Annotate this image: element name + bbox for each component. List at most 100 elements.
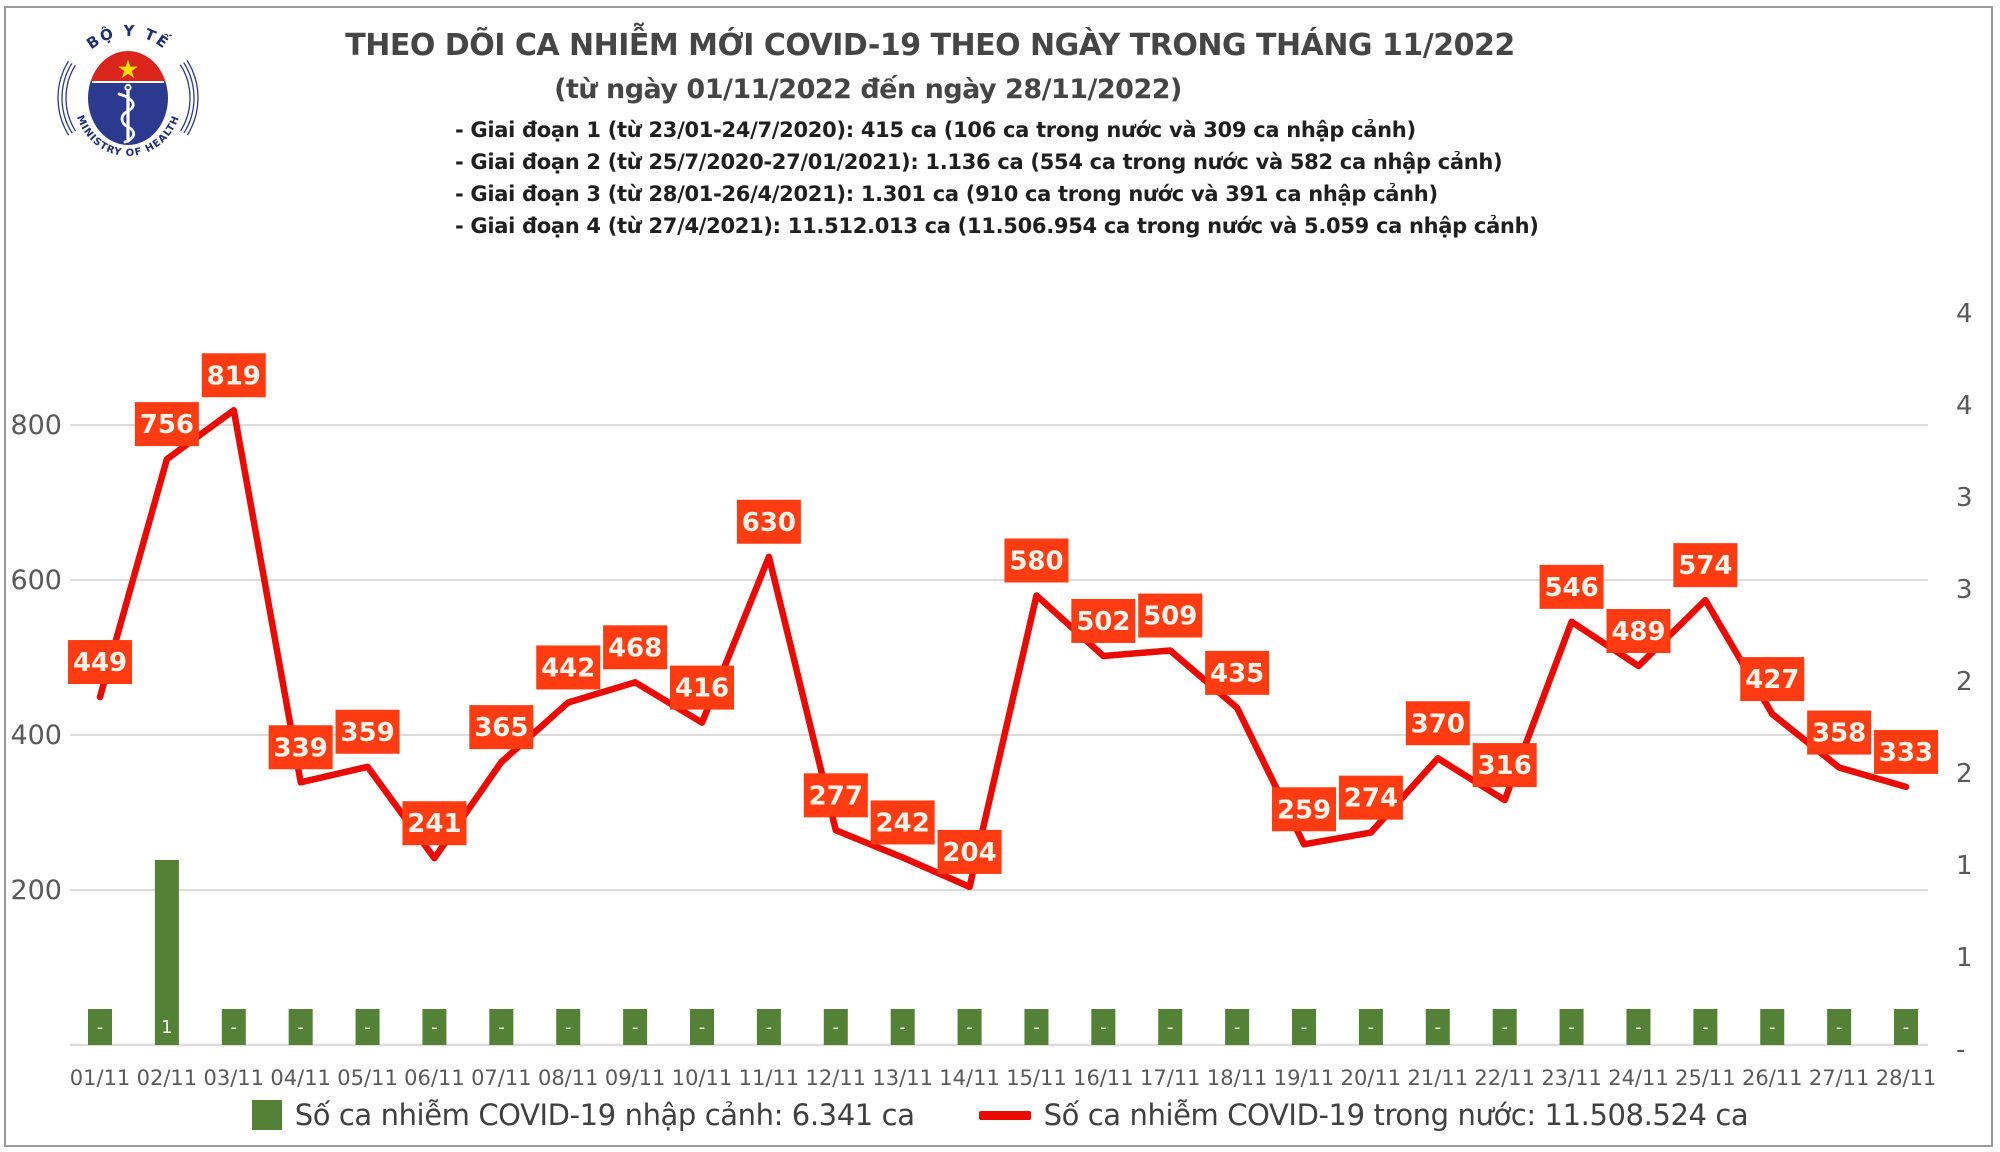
bar-09/11 — [623, 1009, 648, 1045]
data-label-23/11: 546 — [1544, 573, 1598, 603]
data-label-12/11: 277 — [809, 781, 863, 811]
bar-15/11 — [1024, 1009, 1049, 1045]
data-label-box-14/11 — [937, 829, 1002, 874]
data-label-16/11: 502 — [1076, 607, 1130, 637]
data-label-06/11: 241 — [407, 809, 461, 839]
data-label-11/11: 630 — [742, 508, 796, 538]
x-axis-label-19/11: 19/11 — [1274, 1066, 1335, 1090]
data-label-03/11: 819 — [207, 361, 261, 391]
phase-line-4: - Giai đoạn 4 (từ 27/4/2021): 11.512.013… — [455, 214, 1539, 238]
data-label-box-17/11 — [1138, 593, 1203, 638]
left-axis-tick-600: 600 — [10, 565, 62, 596]
x-axis-label-07/11: 07/11 — [471, 1066, 532, 1090]
bar-label-19/11: - — [1301, 1017, 1308, 1038]
bar-label-18/11: - — [1234, 1017, 1241, 1038]
x-axis-label-14/11: 14/11 — [939, 1066, 1000, 1090]
logo-arc-rings — [57, 27, 199, 169]
logo-star-icon — [118, 59, 138, 79]
bar-12/11 — [823, 1009, 848, 1045]
data-label-box-01/11 — [68, 640, 132, 685]
bar-14/11 — [957, 1009, 982, 1045]
legend-domestic-label: Số ca nhiễm COVID-19 trong nước: 11.508.… — [1043, 1098, 1749, 1132]
x-axis-label-12/11: 12/11 — [806, 1066, 867, 1090]
bar-07/11 — [489, 1009, 514, 1045]
bar-label-26/11: - — [1769, 1017, 1776, 1038]
right-axis-tick-6: 1 — [1956, 851, 1973, 881]
data-label-box-05/11 — [335, 709, 400, 754]
right-axis-tick-8: - — [1956, 1035, 1965, 1065]
chart-legend: Số ca nhiễm COVID-19 nhập cảnh: 6.341 ca… — [0, 1098, 2000, 1132]
data-label-box-18/11 — [1205, 650, 1270, 695]
data-label-21/11: 370 — [1411, 709, 1465, 739]
right-axis-tick-7: 1 — [1956, 943, 1973, 973]
bar-24/11 — [1626, 1009, 1651, 1045]
domestic-cases-line — [96, 407, 1910, 891]
phase-line-1: - Giai đoạn 1 (từ 23/01-24/7/2020): 415 … — [455, 118, 1416, 142]
bar-02/11 — [154, 860, 179, 1045]
data-label-box-22/11 — [1472, 743, 1537, 788]
bar-label-05/11: - — [364, 1017, 371, 1038]
data-label-box-06/11 — [402, 801, 467, 846]
x-axis-label-10/11: 10/11 — [672, 1066, 733, 1090]
bar-label-16/11: - — [1100, 1017, 1107, 1038]
data-label-box-28/11 — [1874, 729, 1939, 774]
data-label-box-24/11 — [1606, 609, 1671, 654]
bar-label-12/11: - — [833, 1017, 840, 1038]
bar-17/11 — [1158, 1009, 1183, 1045]
data-label-box-15/11 — [1004, 538, 1069, 583]
data-label-box-11/11 — [736, 499, 801, 544]
bar-label-07/11: - — [498, 1017, 505, 1038]
data-label-box-26/11 — [1740, 657, 1805, 702]
bar-label-25/11: - — [1702, 1017, 1709, 1038]
x-axis-label-11/11: 11/11 — [739, 1066, 800, 1090]
bar-11/11 — [756, 1009, 781, 1045]
bar-27/11 — [1827, 1009, 1852, 1045]
bar-19/11 — [1292, 1009, 1317, 1045]
data-label-13/11: 242 — [876, 808, 930, 838]
x-axis-label-04/11: 04/11 — [270, 1066, 331, 1090]
bar-01/11 — [88, 1009, 112, 1045]
x-axis-label-16/11: 16/11 — [1073, 1066, 1134, 1090]
data-label-box-13/11 — [870, 800, 935, 845]
bar-label-15/11: - — [1033, 1017, 1040, 1038]
x-axis-label-24/11: 24/11 — [1608, 1066, 1669, 1090]
left-axis-tick-400: 400 — [10, 720, 62, 751]
data-label-25/11: 574 — [1678, 551, 1732, 581]
x-axis-label-05/11: 05/11 — [337, 1066, 398, 1090]
chart-subtitle: (từ ngày 01/11/2022 đến ngày 28/11/2022) — [554, 74, 1182, 105]
right-axis-tick-5: 2 — [1956, 759, 1973, 789]
bar-label-02/11: 1 — [161, 1017, 172, 1038]
data-label-box-04/11 — [268, 725, 333, 770]
data-label-box-20/11 — [1338, 775, 1403, 820]
x-axis-label-20/11: 20/11 — [1341, 1066, 1402, 1090]
x-axis-label-13/11: 13/11 — [872, 1066, 933, 1090]
x-axis-label-22/11: 22/11 — [1474, 1066, 1535, 1090]
data-label-20/11: 274 — [1344, 784, 1398, 814]
ministry-of-health-logo: BỘ Y TẾ MINISTRY OF HEALTH — [57, 22, 199, 169]
bar-label-24/11: - — [1635, 1017, 1642, 1038]
bar-16/11 — [1091, 1009, 1116, 1045]
x-axis-label-25/11: 25/11 — [1675, 1066, 1736, 1090]
left-axis-tick-800: 800 — [10, 410, 62, 441]
data-label-04/11: 339 — [274, 733, 328, 763]
x-axis-label-28/11: 28/11 — [1876, 1066, 1937, 1090]
bar-label-27/11: - — [1836, 1017, 1843, 1038]
bar-22/11 — [1492, 1009, 1517, 1045]
x-axis-label-26/11: 26/11 — [1742, 1066, 1803, 1090]
phase-summary-block: - Giai đoạn 1 (từ 23/01-24/7/2020): 415 … — [455, 114, 1539, 242]
bar-08/11 — [556, 1009, 581, 1045]
phase-line-2: - Giai đoạn 2 (từ 25/7/2020-27/01/2021):… — [455, 150, 1503, 174]
bar-label-11/11: - — [766, 1017, 773, 1038]
right-axis-tick-1: 4 — [1956, 391, 1973, 421]
data-label-box-19/11 — [1272, 787, 1337, 832]
data-label-05/11: 359 — [340, 718, 394, 748]
data-label-19/11: 259 — [1277, 795, 1331, 825]
legend-imported-label: Số ca nhiễm COVID-19 nhập cảnh: 6.341 ca — [294, 1098, 915, 1132]
data-label-box-09/11 — [603, 625, 668, 670]
bar-28/11 — [1894, 1009, 1919, 1045]
data-label-01/11: 449 — [73, 648, 127, 678]
bar-label-14/11: - — [966, 1017, 973, 1038]
logo-caduceus-icon — [117, 83, 136, 144]
data-label-box-12/11 — [803, 773, 868, 818]
bar-label-01/11: - — [97, 1017, 104, 1038]
